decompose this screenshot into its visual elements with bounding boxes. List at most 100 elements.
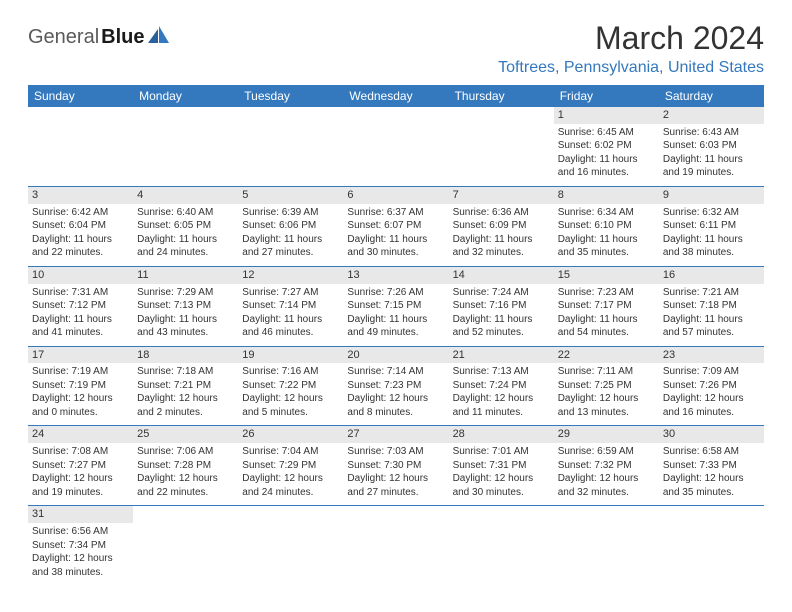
- calendar-day-cell: 27Sunrise: 7:03 AMSunset: 7:30 PMDayligh…: [343, 426, 448, 506]
- day-number: 25: [133, 426, 238, 443]
- day-number: 28: [449, 426, 554, 443]
- calendar-day-cell: 1 Sunrise: 6:45 AMSunset: 6:02 PMDaylight…: [554, 107, 659, 186]
- calendar-empty-cell: [133, 506, 238, 585]
- day-info: Sunrise: 6:40 AMSunset: 6:05 PMDaylight:…: [137, 206, 234, 260]
- day-number: 22: [554, 347, 659, 364]
- day-number: 21: [449, 347, 554, 364]
- calendar-day-cell: 6Sunrise: 6:37 AMSunset: 6:07 PMDaylight…: [343, 186, 448, 266]
- calendar-day-cell: 13 Sunrise: 7:26 AMSunset: 7:15 PMDayligh…: [343, 266, 448, 346]
- day-info: Sunrise: 6:37 AMSunset: 6:07 PMDaylight:…: [347, 206, 444, 260]
- calendar-day-cell: 20Sunrise: 7:14 AMSunset: 7:23 PMDayligh…: [343, 346, 448, 426]
- day-number: 27: [343, 426, 448, 443]
- day-info: Sunrise: 7:13 AMSunset: 7:24 PMDaylight:…: [453, 365, 550, 419]
- calendar-week-row: 10 Sunrise: 7:31 AMSunset: 7:12 PMDayligh…: [28, 266, 764, 346]
- calendar-empty-cell: [449, 107, 554, 186]
- calendar-day-cell: 26Sunrise: 7:04 AMSunset: 7:29 PMDayligh…: [238, 426, 343, 506]
- calendar-day-cell: 4Sunrise: 6:40 AMSunset: 6:05 PMDaylight…: [133, 186, 238, 266]
- calendar-day-cell: 10 Sunrise: 7:31 AMSunset: 7:12 PMDayligh…: [28, 266, 133, 346]
- logo-sail-icon: [148, 26, 170, 49]
- day-number: 17: [28, 347, 133, 364]
- day-info: Sunrise: 7:14 AMSunset: 7:23 PMDaylight:…: [347, 365, 444, 419]
- day-header: Tuesday: [238, 85, 343, 107]
- day-number: 9: [659, 187, 764, 204]
- calendar-day-cell: 21Sunrise: 7:13 AMSunset: 7:24 PMDayligh…: [449, 346, 554, 426]
- day-header: Sunday: [28, 85, 133, 107]
- calendar-day-cell: 5Sunrise: 6:39 AMSunset: 6:06 PMDaylight…: [238, 186, 343, 266]
- day-info: Sunrise: 6:58 AMSunset: 7:33 PMDaylight:…: [663, 445, 760, 499]
- day-number: 2: [659, 107, 764, 124]
- day-number: 29: [554, 426, 659, 443]
- day-number: 24: [28, 426, 133, 443]
- calendar-week-row: 17Sunrise: 7:19 AMSunset: 7:19 PMDayligh…: [28, 346, 764, 426]
- calendar-table: SundayMondayTuesdayWednesdayThursdayFrid…: [28, 85, 764, 585]
- calendar-empty-cell: [133, 107, 238, 186]
- day-info: Sunrise: 7:19 AMSunset: 7:19 PMDaylight:…: [32, 365, 129, 419]
- day-number: 10: [28, 267, 133, 284]
- calendar-day-cell: 19Sunrise: 7:16 AMSunset: 7:22 PMDayligh…: [238, 346, 343, 426]
- calendar-empty-cell: [238, 107, 343, 186]
- logo-text-general: General: [28, 26, 99, 49]
- day-info: Sunrise: 6:42 AMSunset: 6:04 PMDaylight:…: [32, 206, 129, 260]
- day-header: Friday: [554, 85, 659, 107]
- day-number: 15: [554, 267, 659, 284]
- calendar-week-row: 3 Sunrise: 6:42 AMSunset: 6:04 PMDaylight…: [28, 186, 764, 266]
- calendar-day-cell: 28 Sunrise: 7:01 AMSunset: 7:31 PMDayligh…: [449, 426, 554, 506]
- day-number: 13: [343, 267, 448, 284]
- day-info: Sunrise: 7:31 AMSunset: 7:12 PMDaylight:…: [32, 286, 129, 340]
- calendar-day-cell: 29 Sunrise: 6:59 AMSunset: 7:32 PMDayligh…: [554, 426, 659, 506]
- day-info: Sunrise: 7:18 AMSunset: 7:21 PMDaylight:…: [137, 365, 234, 419]
- day-info: Sunrise: 7:29 AMSunset: 7:13 PMDaylight:…: [137, 286, 234, 340]
- day-info: Sunrise: 6:45 AMSunset: 6:02 PMDaylight:…: [558, 126, 655, 180]
- calendar-week-row: 24Sunrise: 7:08 AMSunset: 7:27 PMDayligh…: [28, 426, 764, 506]
- day-number: 16: [659, 267, 764, 284]
- calendar-empty-cell: [238, 506, 343, 585]
- calendar-week-row: 31 Sunrise: 6:56 AMSunset: 7:34 PMDayligh…: [28, 506, 764, 585]
- day-info: Sunrise: 6:59 AMSunset: 7:32 PMDaylight:…: [558, 445, 655, 499]
- day-header-row: SundayMondayTuesdayWednesdayThursdayFrid…: [28, 85, 764, 107]
- location-text: Toftrees, Pennsylvania, United States: [498, 59, 764, 77]
- title-block: March 2024 Toftrees, Pennsylvania, Unite…: [498, 20, 764, 77]
- day-number: 30: [659, 426, 764, 443]
- day-info: Sunrise: 6:32 AMSunset: 6:11 PMDaylight:…: [663, 206, 760, 260]
- month-title: March 2024: [498, 20, 764, 57]
- calendar-empty-cell: [449, 506, 554, 585]
- day-info: Sunrise: 7:06 AMSunset: 7:28 PMDaylight:…: [137, 445, 234, 499]
- day-number: 12: [238, 267, 343, 284]
- calendar-day-cell: 24Sunrise: 7:08 AMSunset: 7:27 PMDayligh…: [28, 426, 133, 506]
- day-header: Thursday: [449, 85, 554, 107]
- day-info: Sunrise: 7:01 AMSunset: 7:31 PMDaylight:…: [453, 445, 550, 499]
- calendar-day-cell: 18Sunrise: 7:18 AMSunset: 7:21 PMDayligh…: [133, 346, 238, 426]
- calendar-empty-cell: [554, 506, 659, 585]
- day-info: Sunrise: 7:26 AMSunset: 7:15 PMDaylight:…: [347, 286, 444, 340]
- day-info: Sunrise: 6:56 AMSunset: 7:34 PMDaylight:…: [32, 525, 129, 579]
- day-number: 1: [554, 107, 659, 124]
- day-info: Sunrise: 7:09 AMSunset: 7:26 PMDaylight:…: [663, 365, 760, 419]
- day-info: Sunrise: 6:39 AMSunset: 6:06 PMDaylight:…: [242, 206, 339, 260]
- day-info: Sunrise: 6:36 AMSunset: 6:09 PMDaylight:…: [453, 206, 550, 260]
- calendar-day-cell: 16Sunrise: 7:21 AMSunset: 7:18 PMDayligh…: [659, 266, 764, 346]
- calendar-body: 1 Sunrise: 6:45 AMSunset: 6:02 PMDaylight…: [28, 107, 764, 585]
- day-info: Sunrise: 7:24 AMSunset: 7:16 PMDaylight:…: [453, 286, 550, 340]
- calendar-day-cell: 2Sunrise: 6:43 AMSunset: 6:03 PMDaylight…: [659, 107, 764, 186]
- day-header: Wednesday: [343, 85, 448, 107]
- day-number: 26: [238, 426, 343, 443]
- calendar-empty-cell: [343, 107, 448, 186]
- day-info: Sunrise: 7:11 AMSunset: 7:25 PMDaylight:…: [558, 365, 655, 419]
- day-header: Saturday: [659, 85, 764, 107]
- calendar-day-cell: 7 Sunrise: 6:36 AMSunset: 6:09 PMDaylight…: [449, 186, 554, 266]
- calendar-day-cell: 14Sunrise: 7:24 AMSunset: 7:16 PMDayligh…: [449, 266, 554, 346]
- calendar-day-cell: 9 Sunrise: 6:32 AMSunset: 6:11 PMDaylight…: [659, 186, 764, 266]
- calendar-day-cell: 23Sunrise: 7:09 AMSunset: 7:26 PMDayligh…: [659, 346, 764, 426]
- calendar-week-row: 1 Sunrise: 6:45 AMSunset: 6:02 PMDaylight…: [28, 107, 764, 186]
- day-number: 7: [449, 187, 554, 204]
- day-info: Sunrise: 7:23 AMSunset: 7:17 PMDaylight:…: [558, 286, 655, 340]
- header: GeneralBlue March 2024 Toftrees, Pennsyl…: [28, 20, 764, 77]
- day-number: 31: [28, 506, 133, 523]
- calendar-day-cell: 15 Sunrise: 7:23 AMSunset: 7:17 PMDayligh…: [554, 266, 659, 346]
- day-number: 8: [554, 187, 659, 204]
- day-number: 3: [28, 187, 133, 204]
- day-number: 18: [133, 347, 238, 364]
- calendar-empty-cell: [343, 506, 448, 585]
- calendar-page: GeneralBlue March 2024 Toftrees, Pennsyl…: [0, 0, 792, 605]
- day-info: Sunrise: 6:34 AMSunset: 6:10 PMDaylight:…: [558, 206, 655, 260]
